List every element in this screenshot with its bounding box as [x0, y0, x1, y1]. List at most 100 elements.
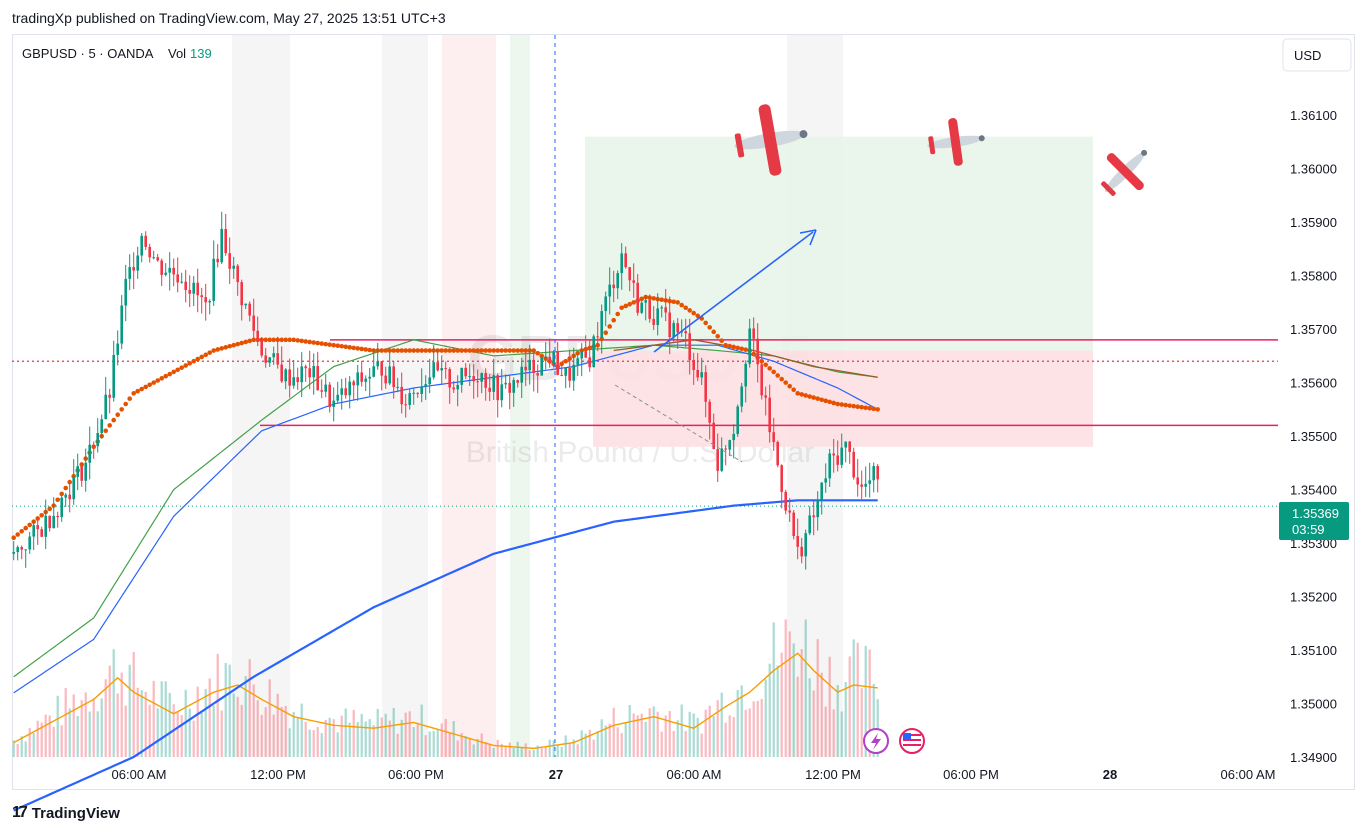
candle-body — [236, 265, 239, 283]
airplane-icon — [734, 104, 808, 176]
volume-bar — [148, 704, 151, 757]
candle-body — [396, 386, 399, 388]
volume-bar — [164, 681, 167, 757]
trade-zones[interactable] — [585, 136, 1093, 447]
volume-bar — [176, 712, 179, 757]
volume-bar — [872, 683, 875, 757]
volume-bar — [744, 709, 747, 757]
volume-bar — [312, 730, 315, 757]
orange-ma-dot — [703, 320, 708, 326]
candle-body — [12, 552, 15, 554]
volume-bar — [716, 700, 719, 757]
orange-ma-dot — [303, 339, 309, 344]
candle-body — [116, 343, 119, 355]
tradingview-footer[interactable]: 17 TradingView — [12, 804, 120, 822]
candle-body — [364, 378, 367, 382]
volume-bar — [564, 735, 567, 757]
candle-body — [664, 307, 667, 313]
candle-body — [120, 305, 123, 344]
orange-ma-dot — [299, 338, 305, 344]
candle-body — [708, 401, 711, 423]
orange-ma-dot — [159, 376, 164, 381]
volume-bar — [548, 739, 551, 757]
candle-body — [40, 529, 43, 537]
publisher-line: tradingXp published on TradingView.com, … — [12, 10, 446, 26]
volume-bar — [328, 717, 331, 757]
candle-body — [772, 432, 775, 443]
lightning-event-icon[interactable] — [863, 728, 889, 754]
candle-body — [276, 353, 279, 365]
candle-body — [132, 267, 135, 271]
candle-body — [216, 258, 219, 263]
volume-bar — [824, 706, 827, 757]
orange-ma-dot — [399, 348, 405, 353]
time-axis[interactable]: 06:00 AM 12:00 PM 06:00 PM 27 06:00 AM 12:00 … — [112, 767, 1276, 782]
volume-bar — [396, 733, 399, 757]
volume-bar — [516, 741, 519, 757]
orange-ma-dot — [783, 380, 788, 385]
candle-body — [536, 373, 539, 376]
volume-bar — [836, 685, 839, 757]
volume-bar — [612, 707, 615, 757]
candle-body — [828, 453, 831, 479]
candle-body — [72, 476, 75, 500]
price-tick-label: 1.35700 — [1290, 322, 1337, 337]
volume-bar — [192, 720, 195, 757]
candle-body — [776, 442, 779, 466]
orange-ma-dot — [723, 342, 728, 348]
volume-bar — [404, 712, 407, 757]
volume-bar — [264, 707, 267, 757]
orange-ma-dot — [167, 371, 172, 377]
orange-ma-dot — [795, 391, 800, 396]
orange-ma-dot — [19, 529, 25, 534]
annotations[interactable] — [614, 229, 817, 463]
orange-ma-dot — [183, 363, 188, 368]
candle-body — [252, 315, 255, 331]
candle-body — [260, 339, 263, 356]
candle-body — [232, 265, 235, 269]
candle-body — [604, 296, 607, 312]
price-axis[interactable]: 1.362001.361001.360001.359001.358001.357… — [1290, 55, 1337, 765]
candle-body — [684, 331, 687, 334]
volume-bar — [748, 708, 751, 757]
orange-ma-dot — [459, 348, 465, 353]
orange-ma-dot — [631, 300, 636, 305]
candle-body — [64, 494, 67, 498]
orange-ma-dot — [715, 333, 720, 339]
volume-bar — [520, 747, 523, 757]
candle-body — [796, 536, 799, 547]
candle-body — [672, 323, 675, 338]
currency-button[interactable]: USD — [1282, 38, 1352, 72]
orange-ma-dot — [439, 348, 445, 353]
candle-body — [636, 282, 639, 313]
volume-bar — [116, 693, 119, 757]
candle-body — [544, 356, 547, 358]
orange-ma-dot — [443, 348, 449, 353]
volume-bar — [764, 679, 767, 757]
volume-bar — [456, 740, 459, 757]
volume-bar — [760, 698, 763, 757]
volume-bar — [484, 742, 487, 757]
orange-ma-dot — [147, 382, 152, 388]
candle-body — [244, 303, 247, 306]
volume-bar — [808, 678, 811, 757]
volume-bar — [128, 664, 131, 757]
orange-ma-dot — [727, 343, 732, 349]
orange-ma-dot — [767, 366, 772, 371]
us-flag-icon[interactable] — [899, 728, 925, 754]
volume-bar — [348, 722, 351, 757]
volume-bar — [552, 740, 555, 757]
orange-ma-dot — [659, 297, 664, 303]
volume-bar — [632, 713, 635, 757]
price-tick-label: 1.35100 — [1290, 643, 1337, 658]
candle-body — [844, 441, 847, 448]
candle-body — [564, 367, 567, 376]
volume-bar — [24, 741, 27, 757]
candle-body — [388, 366, 391, 384]
volume-bar — [528, 750, 531, 757]
volume-bar — [288, 728, 291, 757]
volume-bar — [52, 726, 55, 757]
candle-body — [488, 387, 491, 392]
orange-ma-dot — [719, 338, 724, 344]
